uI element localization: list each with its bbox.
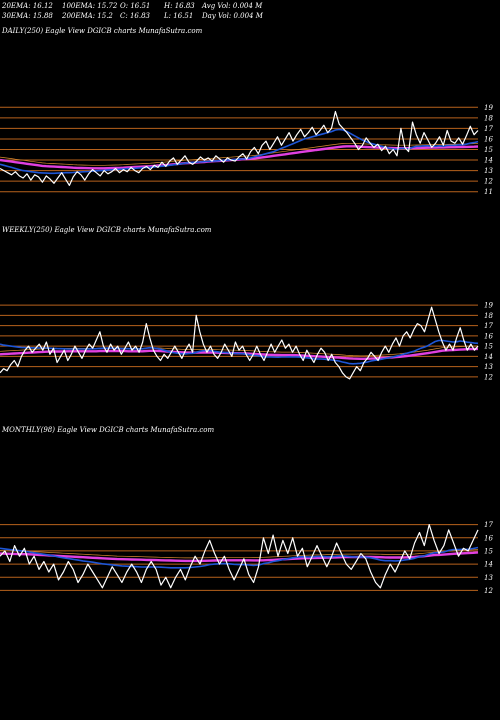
header-avg-vol: Avg Vol: 0.004 M (202, 2, 263, 10)
monthly-tick-label: 14 (484, 561, 493, 569)
weekly-tick-label: 15 (484, 343, 493, 351)
monthly-ema-fast-line (0, 546, 479, 569)
header-ema100: 100EMA: 15.72 (62, 2, 118, 10)
weekly-chart: 19 18 17 16 15 14 13 12 (0, 302, 493, 381)
monthly-price-line (0, 523, 479, 589)
header-close: C: 16.83 (120, 12, 150, 20)
weekly-tick-label: 14 (484, 353, 493, 361)
weekly-tick-label: 17 (484, 322, 493, 330)
header-day-vol: Day Vol: 0.004 M (202, 12, 263, 20)
header-high: H: 16.83 (164, 2, 195, 10)
monthly-tick-label: 13 (484, 574, 493, 582)
daily-chart: 19 18 17 16 15 14 13 12 11 (0, 104, 493, 196)
monthly-ema-thin-line (0, 549, 479, 559)
monthly-tick-label: 17 (484, 521, 493, 529)
header-open: O: 16.51 (120, 2, 151, 10)
weekly-tick-label: 13 (484, 363, 493, 371)
header-ema30: 30EMA: 15.88 (2, 12, 53, 20)
header-ema20: 20EMA: 16.12 (2, 2, 53, 10)
weekly-panel-label[interactable]: WEEKLY(250) Eagle View DGICB charts Muna… (2, 226, 212, 234)
daily-panel-label[interactable]: DAILY(250) Eagle View DGICB charts Munaf… (2, 27, 203, 35)
header-ema200: 200EMA: 15.2 (62, 12, 113, 20)
daily-tick-label: 11 (484, 188, 493, 196)
weekly-ema-fast-line (0, 339, 479, 365)
monthly-tick-label: 16 (484, 534, 493, 542)
weekly-tick-label: 18 (484, 312, 493, 320)
daily-tick-label: 14 (484, 157, 493, 165)
weekly-tick-label: 12 (484, 373, 493, 381)
monthly-tick-label: 12 (484, 587, 493, 595)
weekly-price-line (0, 306, 479, 380)
daily-tick-label: 16 (484, 135, 493, 143)
daily-tick-label: 12 (484, 178, 493, 186)
header-low: L: 16.51 (164, 12, 194, 20)
daily-tick-label: 17 (484, 125, 493, 133)
daily-price-line (0, 110, 479, 186)
daily-ema-thin-line (0, 142, 479, 166)
monthly-chart: 17 16 15 14 13 12 (0, 521, 493, 595)
monthly-ema-slow-line (0, 551, 479, 563)
daily-tick-label: 13 (484, 167, 493, 175)
monthly-panel-label[interactable]: MONTHLY(98) Eagle View DGICB charts Muna… (2, 426, 215, 434)
weekly-tick-label: 16 (484, 332, 493, 340)
monthly-tick-label: 15 (484, 547, 493, 555)
daily-tick-label: 19 (484, 104, 493, 112)
daily-tick-label: 15 (484, 146, 493, 154)
daily-tick-label: 18 (484, 114, 493, 122)
weekly-tick-label: 19 (484, 302, 493, 310)
